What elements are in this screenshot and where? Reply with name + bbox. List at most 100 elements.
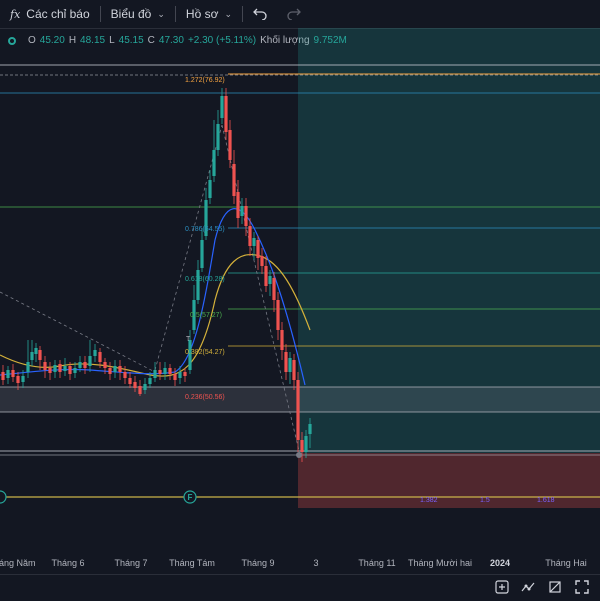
range-box[interactable] [0,387,600,412]
candle-body [248,226,252,246]
candle-body [183,372,187,376]
low-key: L [109,35,115,46]
t-marker-label: T [186,336,191,343]
low-value: 45.15 [118,35,144,46]
candle-body [200,240,204,268]
candle-body [256,240,260,258]
moving-average-blue[interactable] [0,208,306,386]
fib-label-382: 0.382(54.27) [185,349,225,356]
candle-body [53,365,57,372]
candle-body [153,370,157,378]
chart-menu-button[interactable]: Biểu đồ ⌄ [101,0,175,28]
time-tick: Tháng Năm [0,558,36,568]
candle-body [68,366,72,374]
candle-body [118,366,122,372]
candle-body [133,382,137,388]
measure-icon[interactable] [546,579,564,597]
candle-body [224,96,228,132]
candle-body [288,358,292,372]
indicators-button[interactable]: fx Các chỉ báo [0,0,100,28]
candle-body [276,300,280,330]
candle-body [30,352,34,360]
candle-body [308,424,312,434]
candle-body [38,350,42,360]
candle-body [78,362,82,368]
candle-body [240,206,244,216]
time-axis[interactable]: Tháng Năm Tháng 6 Tháng 7 Tháng Tám Thán… [0,552,600,574]
candle-body [143,384,147,390]
left-marker-icon[interactable] [0,490,7,504]
undo-button[interactable] [243,0,277,28]
candle-body [188,340,192,370]
time-tick: Tháng 6 [51,558,85,568]
candle-body [216,124,220,150]
redo-button[interactable] [277,0,311,28]
candle-body [228,130,232,160]
candle-body [236,192,240,218]
candle-body [123,372,127,378]
open-value: 45.20 [39,35,65,46]
volume-label: Khối lượng [260,35,310,46]
chevron-down-icon: ⌄ [157,8,165,19]
candle-body [16,376,20,383]
chart-menu-label: Biểu đồ [110,7,152,21]
candle-body [168,368,172,374]
candle-body [264,266,268,286]
profile-menu-label: Hồ sơ [185,7,219,21]
candle-body [178,372,182,378]
candle-body [232,164,236,196]
trend-line-dashed[interactable] [0,291,156,373]
candle-body [244,206,248,226]
volume-value: 9.752M [313,35,347,46]
candle-body [272,278,276,300]
price-chart[interactable]: 1.272(76.92) 0.786(64.55) 0.618(60.28) 0… [0,28,600,552]
compare-icon[interactable] [493,579,511,597]
fib-ext-label-c: 1.618 [537,497,555,504]
toolbar-divider [242,6,243,22]
indicators-label: Các chỉ báo [26,7,90,21]
close-key: C [147,35,155,46]
indicators-icon[interactable] [519,579,537,597]
candle-body [260,256,264,266]
candle-body [63,366,67,371]
undo-icon [253,8,267,20]
fib-label-5: 0.5(57.27) [190,312,222,319]
trend-line-dashed[interactable] [154,124,223,371]
candle-body [196,270,200,300]
candle-body [128,378,132,384]
candle-body [268,276,272,284]
candle-body [113,366,117,372]
high-value: 48.15 [80,35,106,46]
time-tick: Tháng 7 [114,558,148,568]
candle-body [34,348,38,354]
candle-body [48,368,52,373]
symbol-status-icon[interactable] [8,36,16,45]
time-tick-year: 2024 [489,558,511,568]
candle-body [21,376,25,382]
candle-body [138,386,142,394]
high-key: H [68,35,77,46]
time-tick: Tháng Mười hai [408,558,472,568]
candle-body [220,96,224,118]
f-marker-icon[interactable] [183,490,197,504]
position-profit-zone[interactable] [298,28,600,453]
time-tick: Tháng 11 [358,558,396,568]
candle-body [11,370,15,377]
fib-ext-label-a: 1.382 [420,497,438,504]
position-loss-zone[interactable] [298,453,600,508]
candle-body [88,356,92,366]
candle-body [26,362,30,372]
time-tick: 3 [313,558,319,568]
fib-label-618: 0.618(60.28) [185,276,225,283]
candle-body [280,330,284,350]
candlestick-series[interactable] [1,88,312,462]
fib-label-1272: 1.272(76.92) [185,77,225,84]
profile-menu-button[interactable]: Hồ sơ ⌄ [176,0,242,28]
candle-body [212,150,216,176]
top-toolbar: fx Các chỉ báo Biểu đồ ⌄ Hồ sơ ⌄ [0,0,600,29]
candle-body [252,238,256,246]
fullscreen-icon[interactable] [573,579,591,597]
anchor-point[interactable] [296,452,302,458]
bottom-toolbar [0,574,600,601]
redo-icon [287,8,301,20]
